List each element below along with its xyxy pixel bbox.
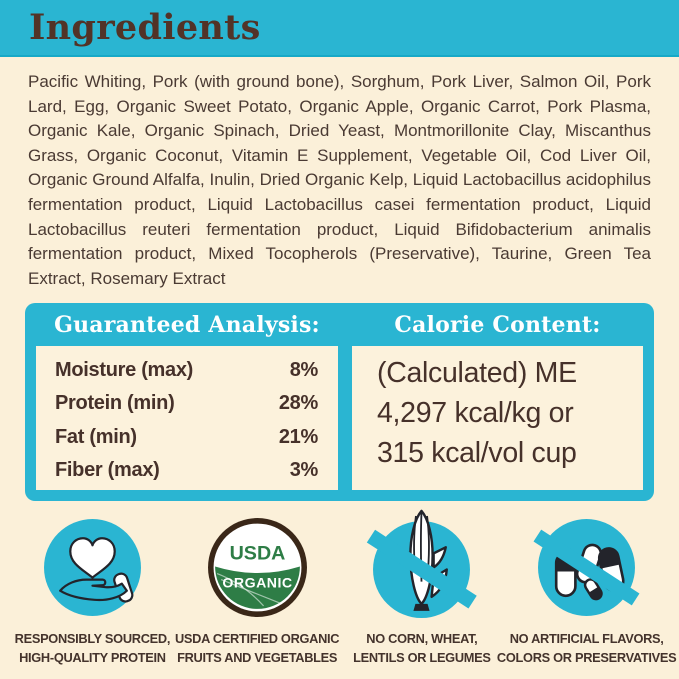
badge-no-artificial: NO ARTIFICIAL FLAVORS, COLORS OR PRESERV…: [497, 517, 677, 667]
usda-seal-bottom-text: ORGANIC: [222, 575, 292, 591]
calorie-content-panel: (Calculated) ME 4,297 kcal/kg or 315 kca…: [352, 346, 643, 491]
badge-row: RESPONSIBLY SOURCED, HIGH-QUALITY PROTEI…: [10, 510, 677, 667]
analysis-calorie-box: Guaranteed Analysis: Calorie Content: Mo…: [25, 303, 654, 502]
analysis-label: Fiber (max): [55, 459, 160, 482]
badge-caption: NO ARTIFICIAL FLAVORS, COLORS OR PRESERV…: [496, 631, 677, 666]
analysis-value: 28%: [278, 392, 318, 415]
analysis-label: Fat (min): [55, 425, 137, 448]
guaranteed-analysis-title: Guaranteed Analysis:: [54, 311, 320, 338]
badge-no-corn: NO CORN, WHEAT, LENTILS OR LEGUMES: [340, 510, 505, 667]
badge-caption: NO CORN, WHEAT, LENTILS OR LEGUMES: [353, 631, 491, 666]
table-row: Moisture (max) 8%: [55, 353, 318, 387]
page-title: Ingredients: [29, 7, 261, 48]
analysis-value: 8%: [289, 358, 319, 381]
calorie-line: 4,297 kcal/kg or: [377, 397, 574, 430]
analysis-label: Protein (min): [55, 392, 175, 415]
analysis-label: Moisture (max): [55, 358, 194, 381]
usda-organic-seal: USDA ORGANIC: [207, 517, 308, 618]
analysis-headers: Guaranteed Analysis: Calorie Content:: [36, 303, 643, 346]
title-bar: Ingredients: [0, 0, 679, 57]
heart-in-hand-icon: [42, 517, 143, 618]
badge-usda-organic: USDA ORGANIC USDA CERTIFIED ORGANIC FRUI…: [175, 517, 340, 667]
analysis-value: 3%: [289, 459, 319, 482]
no-corn-icon: [367, 510, 478, 619]
badge-caption: USDA CERTIFIED ORGANIC FRUITS AND VEGETA…: [174, 631, 340, 666]
ingredients-paragraph: Pacific Whiting, Pork (with ground bone)…: [28, 72, 651, 288]
calorie-line: (Calculated) ME: [377, 357, 577, 390]
badge-caption: RESPONSIBLY SOURCED, HIGH-QUALITY PROTEI…: [14, 631, 171, 666]
calorie-content-title: Calorie Content:: [394, 311, 601, 338]
no-pills-icon: [533, 517, 640, 618]
guaranteed-analysis-table: Moisture (max) 8% Protein (min) 28% Fat …: [36, 346, 338, 491]
analysis-value: 21%: [278, 425, 318, 448]
usda-seal-top-text: USDA: [229, 543, 285, 565]
table-row: Fiber (max) 3%: [55, 454, 318, 488]
analysis-panels: Moisture (max) 8% Protein (min) 28% Fat …: [36, 346, 643, 491]
table-row: Protein (min) 28%: [55, 387, 318, 421]
table-row: Fat (min) 21%: [55, 420, 318, 454]
calorie-line: 315 kcal/vol cup: [377, 437, 577, 470]
badge-responsibly-sourced: RESPONSIBLY SOURCED, HIGH-QUALITY PROTEI…: [10, 517, 175, 667]
